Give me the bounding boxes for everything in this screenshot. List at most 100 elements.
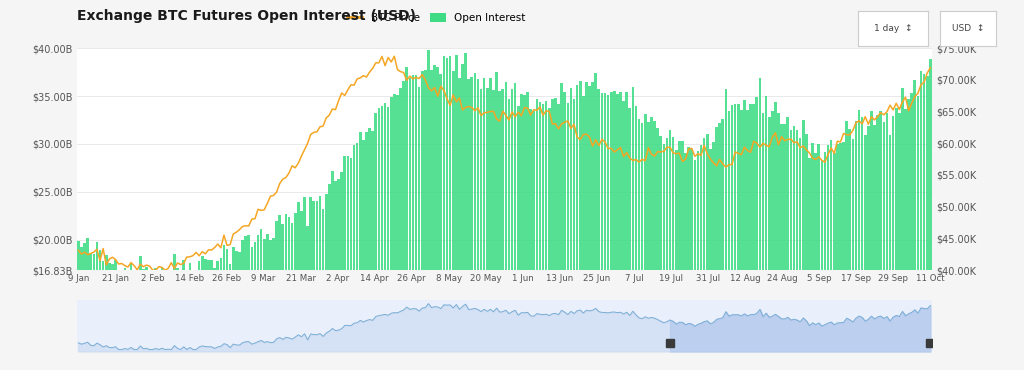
Bar	[362, 140, 365, 370]
Bar	[486, 88, 488, 370]
Bar	[322, 209, 325, 370]
Bar	[288, 217, 291, 370]
Bar	[458, 78, 461, 370]
Bar	[563, 92, 566, 370]
Bar	[768, 117, 770, 370]
Bar	[532, 111, 536, 370]
Bar	[650, 117, 652, 370]
Bar	[300, 211, 303, 370]
Bar	[916, 97, 920, 370]
Bar	[870, 111, 872, 370]
Bar	[684, 152, 687, 370]
Bar	[502, 90, 504, 370]
Bar	[467, 79, 470, 370]
Bar	[476, 79, 479, 370]
Bar	[759, 78, 761, 370]
Bar	[663, 144, 666, 370]
Bar	[228, 264, 231, 370]
Bar	[343, 156, 346, 370]
Bar	[461, 64, 464, 370]
Bar	[291, 223, 294, 370]
Bar	[148, 273, 151, 370]
Bar	[910, 92, 913, 370]
Bar	[121, 273, 123, 370]
Bar	[545, 101, 548, 370]
Bar	[641, 123, 643, 370]
Bar	[399, 88, 401, 370]
Bar	[706, 134, 709, 370]
Bar	[251, 247, 253, 370]
Bar	[839, 143, 842, 370]
Bar	[591, 82, 594, 370]
Bar	[201, 256, 204, 370]
Bar	[331, 171, 334, 370]
Bar	[387, 107, 389, 370]
Bar	[260, 229, 262, 370]
Bar	[272, 238, 274, 370]
Bar	[722, 119, 724, 370]
Bar	[145, 268, 147, 370]
Bar	[898, 113, 901, 370]
Bar	[523, 95, 525, 370]
Bar	[372, 131, 374, 370]
Bar	[158, 273, 160, 370]
Bar	[517, 107, 519, 370]
Bar	[920, 71, 923, 370]
Bar	[702, 138, 706, 370]
Bar	[136, 273, 138, 370]
Bar	[433, 65, 436, 370]
Bar	[907, 100, 910, 370]
Bar	[349, 158, 352, 370]
Bar	[282, 224, 284, 370]
Bar	[381, 105, 383, 370]
Bar	[359, 132, 361, 370]
Bar	[626, 92, 628, 370]
Bar	[369, 128, 371, 370]
Bar	[439, 74, 442, 370]
Bar	[604, 93, 606, 370]
Bar	[826, 145, 829, 370]
Bar	[740, 110, 742, 370]
Bar	[390, 97, 392, 370]
Bar	[786, 117, 790, 370]
Bar	[793, 126, 796, 370]
Bar	[337, 179, 340, 370]
Bar	[254, 242, 256, 370]
Bar	[780, 124, 783, 370]
Bar	[231, 247, 234, 370]
Bar	[124, 268, 126, 370]
Bar	[334, 181, 337, 370]
Bar	[412, 75, 415, 370]
Bar	[508, 99, 510, 370]
Bar	[623, 101, 625, 370]
Bar	[672, 137, 675, 370]
Bar	[176, 268, 179, 370]
Bar	[653, 121, 656, 370]
Bar	[529, 109, 532, 370]
Bar	[846, 121, 848, 370]
Bar	[442, 56, 445, 370]
Bar	[182, 260, 185, 370]
Bar	[421, 71, 424, 370]
Bar	[173, 254, 176, 370]
Bar	[715, 127, 718, 370]
Bar	[191, 273, 195, 370]
Bar	[269, 240, 271, 370]
Bar	[756, 97, 758, 370]
Bar	[852, 139, 854, 370]
Bar	[309, 198, 312, 370]
Bar	[98, 250, 101, 370]
Legend: BTC Price, Open Interest: BTC Price, Open Interest	[342, 9, 529, 27]
Bar	[493, 90, 495, 370]
Bar	[820, 159, 823, 370]
Bar	[629, 108, 631, 370]
Bar	[236, 251, 238, 370]
Bar	[83, 243, 86, 370]
Bar	[548, 108, 551, 370]
Bar	[142, 269, 144, 370]
Bar	[635, 105, 637, 370]
Bar	[892, 116, 894, 370]
Bar	[774, 102, 777, 370]
Bar	[315, 201, 318, 370]
Bar	[248, 235, 250, 370]
